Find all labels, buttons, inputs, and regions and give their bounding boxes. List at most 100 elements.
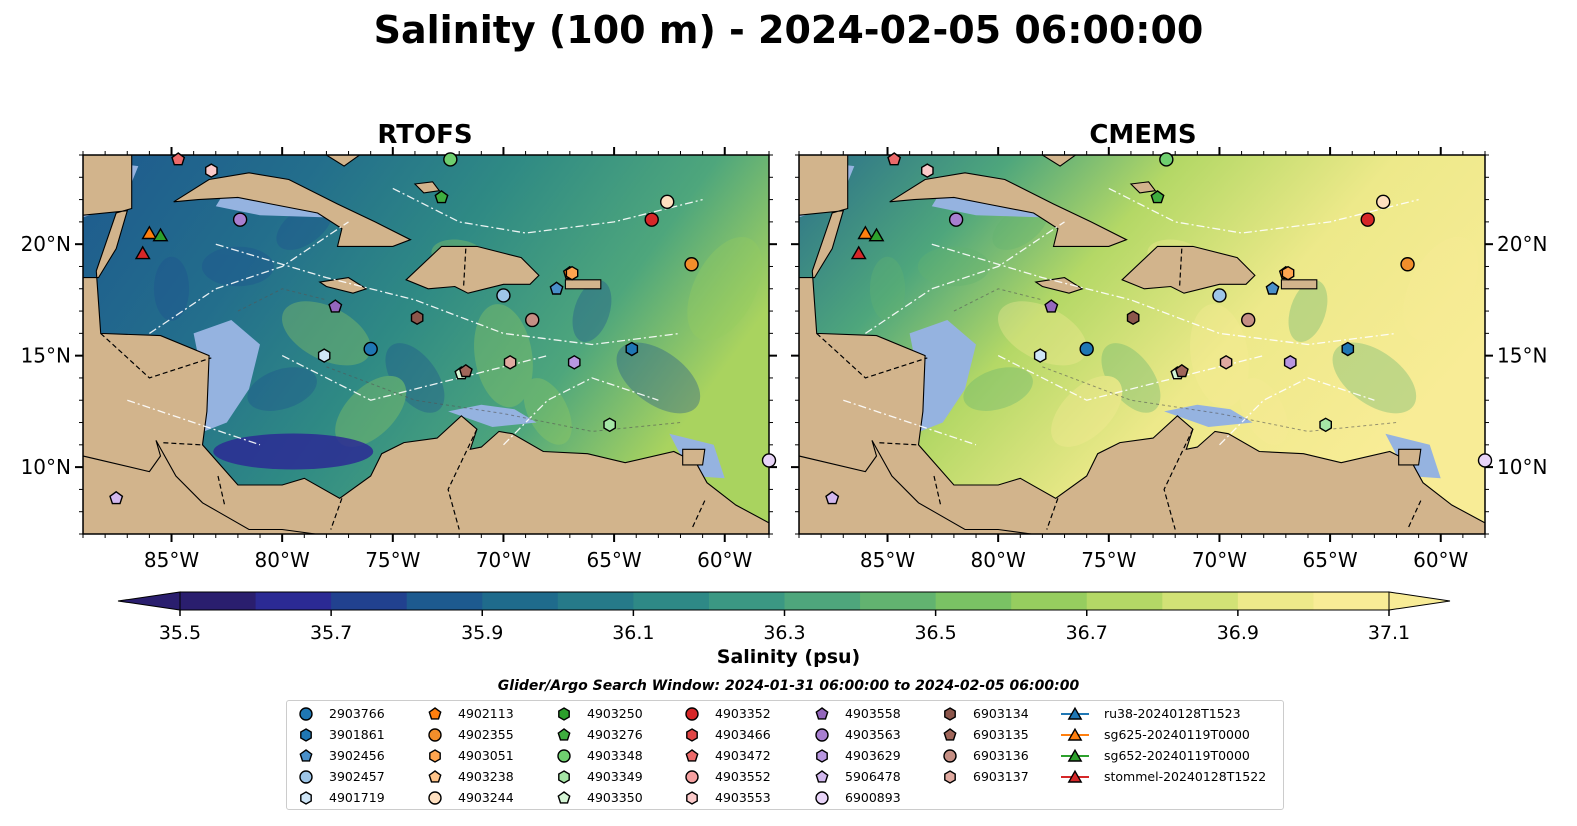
circle-marker-icon bbox=[299, 707, 313, 721]
float-marker bbox=[458, 363, 473, 378]
float-marker bbox=[1283, 354, 1297, 370]
circle-marker-icon bbox=[299, 770, 313, 784]
float-marker bbox=[625, 341, 639, 357]
legend-item-label: 4903629 bbox=[845, 748, 901, 763]
legend-item: 4903466 bbox=[683, 727, 771, 743]
legend-item: 5906478 bbox=[813, 769, 901, 785]
legend-item: 4903472 bbox=[683, 748, 771, 764]
circle-marker-icon bbox=[685, 707, 699, 721]
legend-item-label: sg625-20240119T0000 bbox=[1104, 727, 1250, 742]
circle-marker-icon bbox=[557, 749, 571, 763]
legend-item: 3902456 bbox=[297, 748, 385, 764]
lon-tick-label: 75°W bbox=[1081, 548, 1136, 572]
legend-item: 4903558 bbox=[813, 706, 901, 722]
hexagon-marker-icon bbox=[558, 770, 570, 784]
legend-item-label: 4903349 bbox=[587, 769, 643, 784]
float-marker bbox=[134, 245, 151, 260]
colorbar-segment bbox=[1313, 592, 1390, 610]
legend-item-label: 6903135 bbox=[973, 727, 1029, 742]
pentagon-marker-icon bbox=[557, 728, 571, 741]
legend-item: 4903352 bbox=[683, 706, 771, 722]
circle-marker-icon bbox=[943, 749, 957, 763]
lat-tick-label: 15°N bbox=[21, 344, 71, 368]
float-marker bbox=[1376, 194, 1391, 210]
legend-item: 4903629 bbox=[813, 748, 901, 764]
colorbar-tick-label: 35.9 bbox=[461, 622, 503, 644]
float-marker bbox=[1150, 190, 1165, 204]
float-marker bbox=[857, 225, 874, 240]
hexagon-marker-icon bbox=[429, 749, 441, 763]
colorbar-segment bbox=[633, 592, 710, 610]
legend-item-label: sg652-20240119T0000 bbox=[1104, 748, 1250, 763]
legend-item-label: 4903238 bbox=[458, 769, 514, 784]
colorbar-segment bbox=[784, 592, 861, 610]
legend-item-label: 4902355 bbox=[458, 727, 514, 742]
legend-item: stommel-20240128T1522 bbox=[1060, 769, 1266, 785]
legend-item: 4903250 bbox=[555, 706, 643, 722]
float-marker bbox=[410, 310, 424, 326]
legend-item-label: 4903051 bbox=[458, 748, 514, 763]
legend-item: ru38-20240128T1523 bbox=[1060, 706, 1241, 722]
pentagon-marker-icon bbox=[685, 749, 699, 762]
colorbar-tick-label: 36.3 bbox=[763, 622, 805, 644]
lon-tick-label: 70°W bbox=[476, 548, 531, 572]
circle-marker-icon bbox=[815, 728, 829, 742]
legend-item-label: 4903553 bbox=[715, 790, 771, 805]
hexagon-marker-icon bbox=[686, 791, 698, 805]
circle-marker-icon bbox=[428, 791, 442, 805]
colorbar-segment bbox=[1011, 592, 1088, 610]
float-marker bbox=[1241, 312, 1256, 328]
lon-tick-label: 70°W bbox=[1192, 548, 1247, 572]
float-marker bbox=[850, 245, 867, 260]
float-marker bbox=[1033, 348, 1047, 363]
colorbar-tick-label: 35.5 bbox=[159, 622, 201, 644]
legend-item: 4902355 bbox=[426, 727, 514, 743]
float-marker bbox=[1360, 212, 1375, 227]
float-marker bbox=[525, 312, 540, 328]
circle-marker-icon bbox=[815, 791, 829, 805]
pentagon-marker-icon bbox=[943, 728, 957, 741]
lat-tick-label: 15°N bbox=[1497, 344, 1547, 368]
colorbar-tick-label: 36.7 bbox=[1066, 622, 1108, 644]
colorbar-segment bbox=[860, 592, 937, 610]
colorbar-tick-label: 35.7 bbox=[310, 622, 352, 644]
float-marker bbox=[1126, 310, 1140, 326]
hexagon-marker-icon bbox=[300, 791, 312, 805]
float-marker bbox=[141, 225, 158, 240]
legend-item: sg652-20240119T0000 bbox=[1060, 748, 1250, 764]
legend-item-label: ru38-20240128T1523 bbox=[1104, 706, 1241, 721]
float-marker bbox=[232, 212, 248, 227]
colorbar-title: Salinity (psu) bbox=[716, 646, 861, 668]
lon-tick-label: 75°W bbox=[365, 548, 420, 572]
legend: 2903766 3901861 3902456 3902457 4901719 49021… bbox=[286, 700, 1284, 810]
float-marker bbox=[887, 152, 902, 166]
legend-item-label: 2903766 bbox=[329, 706, 385, 721]
float-marker bbox=[1044, 299, 1059, 313]
legend-item: 6903135 bbox=[941, 727, 1029, 743]
colorbar-tick-label: 36.5 bbox=[914, 622, 956, 644]
lat-tick-label: 20°N bbox=[1497, 232, 1547, 256]
lon-tick-label: 65°W bbox=[586, 548, 641, 572]
float-marker bbox=[109, 490, 124, 505]
hexagon-marker-icon bbox=[686, 728, 698, 742]
float-marker bbox=[660, 194, 675, 210]
colorbar-segment bbox=[331, 592, 408, 610]
lon-tick-label: 80°W bbox=[971, 548, 1026, 572]
circle-marker-icon bbox=[428, 728, 442, 742]
colorbar-segment bbox=[255, 592, 332, 610]
legend-item-label: 4903352 bbox=[715, 706, 771, 721]
legend-item-label: 3902456 bbox=[329, 748, 385, 763]
colorbar-tick-label: 36.9 bbox=[1217, 622, 1259, 644]
lat-tick-label: 10°N bbox=[21, 455, 71, 479]
float-marker bbox=[761, 453, 777, 468]
colorbar-tick-label: 36.1 bbox=[612, 622, 654, 644]
pentagon-marker-icon bbox=[815, 707, 829, 720]
lon-tick-label: 80°W bbox=[255, 548, 310, 572]
colorbar-segment bbox=[708, 592, 785, 610]
float-marker bbox=[1477, 453, 1493, 468]
float-marker bbox=[825, 490, 840, 505]
colorbar-segment bbox=[557, 592, 634, 610]
legend-item-label: 6900893 bbox=[845, 790, 901, 805]
lat-tick-label: 20°N bbox=[21, 232, 71, 256]
float-marker bbox=[1341, 341, 1355, 357]
